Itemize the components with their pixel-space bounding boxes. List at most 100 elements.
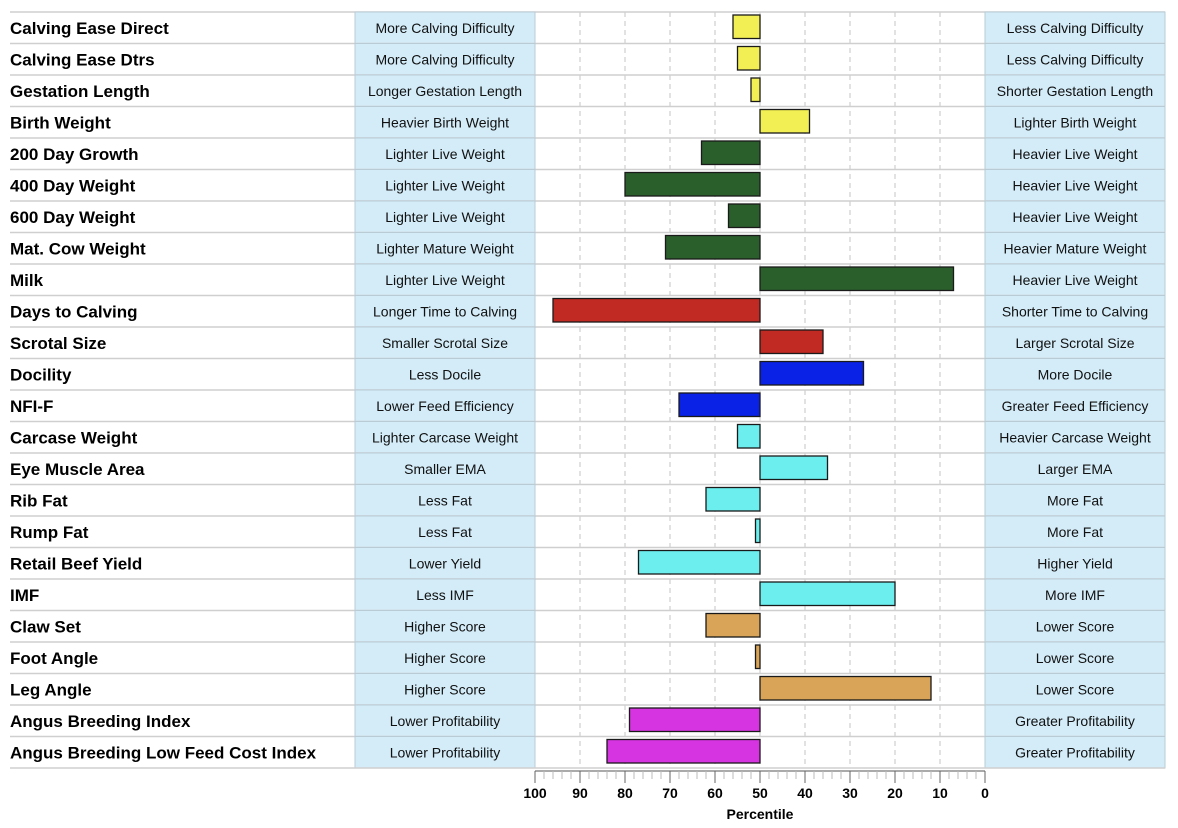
left-descriptor-box [354, 673, 536, 706]
trait-name: Milk [10, 271, 44, 290]
right-descriptor-box [984, 578, 1166, 611]
right-descriptor-label: Greater Profitability [1015, 713, 1135, 729]
right-descriptor-label: More Fat [1047, 524, 1103, 540]
trait-name: Retail Beef Yield [10, 554, 142, 573]
left-descriptor-label: Higher Score [404, 650, 486, 666]
bar-angus-breeding-index [628, 707, 761, 733]
left-descriptor-box [354, 736, 536, 769]
right-descriptor-label: Lighter Birth Weight [1014, 114, 1137, 130]
trait-name: Scrotal Size [10, 334, 106, 353]
right-descriptor-box [984, 673, 1166, 706]
left-descriptor-box [354, 137, 536, 170]
right-descriptor-box [984, 389, 1166, 422]
right-descriptor-box [984, 421, 1166, 454]
right-descriptor-label: Higher Yield [1037, 555, 1113, 571]
trait-name: Calving Ease Dtrs [10, 50, 155, 69]
right-descriptor-box [984, 263, 1166, 296]
bar-claw-set [705, 612, 761, 638]
right-descriptor-box [984, 515, 1166, 548]
bar-docility [759, 360, 865, 386]
trait-name: 400 Day Weight [10, 176, 136, 195]
left-descriptor-box [354, 515, 536, 548]
trait-name: 600 Day Weight [10, 208, 136, 227]
left-descriptor-box [354, 641, 536, 674]
trait-name: 200 Day Growth [10, 145, 139, 164]
tick-label: 80 [617, 785, 633, 801]
right-descriptor-label: Heavier Live Weight [1012, 177, 1137, 193]
left-descriptor-label: Less Docile [409, 366, 482, 382]
bar-scrotal-size [759, 329, 824, 355]
left-descriptor-label: Longer Gestation Length [368, 83, 522, 99]
right-descriptor-label: More Docile [1038, 366, 1113, 382]
right-descriptor-box [984, 610, 1166, 643]
right-descriptor-label: Less Calving Difficulty [1007, 20, 1144, 36]
trait-name: Days to Calving [10, 302, 138, 321]
left-descriptor-box [354, 358, 536, 391]
tick-label: 60 [707, 785, 723, 801]
bar-nfi-f [678, 392, 761, 418]
left-descriptor-label: Lower Feed Efficiency [376, 398, 513, 414]
bar-calving-ease-dtrs [736, 45, 761, 71]
left-descriptor-box [354, 232, 536, 265]
left-descriptor-label: Higher Score [404, 618, 486, 634]
left-descriptor-label: Smaller EMA [404, 461, 486, 477]
left-descriptor-label: Lower Profitability [390, 744, 501, 760]
right-descriptor-label: Greater Profitability [1015, 744, 1135, 760]
right-descriptor-box [984, 641, 1166, 674]
left-descriptor-label: Heavier Birth Weight [381, 114, 509, 130]
right-descriptor-label: Shorter Time to Calving [1002, 303, 1148, 319]
bar-calving-ease-direct [732, 14, 761, 40]
right-descriptor-label: Lower Score [1036, 650, 1115, 666]
bar-rump-fat [754, 518, 761, 544]
x-axis-title: Percentile [727, 806, 794, 822]
left-descriptor-box [354, 578, 536, 611]
bar-eye-muscle-area [759, 455, 829, 481]
right-descriptor-label: More IMF [1045, 587, 1105, 603]
bar-rib-fat [705, 486, 761, 512]
left-descriptor-box [354, 106, 536, 139]
right-descriptor-box [984, 547, 1166, 580]
left-descriptor-label: Lighter Carcase Weight [372, 429, 518, 445]
right-descriptor-label: Heavier Live Weight [1012, 209, 1137, 225]
trait-name: NFI-F [10, 397, 53, 416]
left-descriptor-box [354, 169, 536, 202]
trait-name: Mat. Cow Weight [10, 239, 146, 258]
left-descriptor-label: Higher Score [404, 681, 486, 697]
right-descriptor-label: Larger EMA [1038, 461, 1113, 477]
tick-label: 40 [797, 785, 813, 801]
tick-label: 30 [842, 785, 858, 801]
left-descriptor-box [354, 295, 536, 328]
right-descriptor-box [984, 484, 1166, 517]
bar-milk [759, 266, 955, 292]
right-descriptor-box [984, 232, 1166, 265]
bar-imf [759, 581, 896, 607]
left-descriptor-label: Lighter Live Weight [385, 177, 505, 193]
bar-days-to-calving [552, 297, 761, 323]
bar-angus-breeding-low-feed-cost-index [606, 738, 761, 764]
left-descriptor-box [354, 547, 536, 580]
bar-gestation-length [750, 77, 761, 103]
left-descriptor-box [354, 421, 536, 454]
left-descriptor-box [354, 11, 536, 44]
right-descriptor-label: Lower Score [1036, 618, 1115, 634]
trait-name: Angus Breeding Low Feed Cost Index [10, 743, 317, 762]
right-descriptor-label: Larger Scrotal Size [1015, 335, 1134, 351]
bar-mat-cow-weight [664, 234, 761, 260]
trait-name: Claw Set [10, 617, 81, 636]
left-descriptor-label: Longer Time to Calving [373, 303, 517, 319]
trait-name: Leg Angle [10, 680, 92, 699]
percentile-bars [552, 14, 955, 764]
left-descriptor-label: Less Fat [418, 492, 472, 508]
left-descriptor-box [354, 43, 536, 76]
right-descriptor-label: Heavier Live Weight [1012, 272, 1137, 288]
left-descriptor-label: Lighter Mature Weight [376, 240, 514, 256]
right-descriptor-label: Heavier Live Weight [1012, 146, 1137, 162]
left-descriptor-box [354, 484, 536, 517]
bar-200-day-growth [700, 140, 761, 166]
bar-birth-weight [759, 108, 811, 134]
right-descriptor-box [984, 137, 1166, 170]
tick-label: 50 [752, 785, 768, 801]
tick-label: 70 [662, 785, 678, 801]
left-descriptor-label: Less IMF [416, 587, 474, 603]
